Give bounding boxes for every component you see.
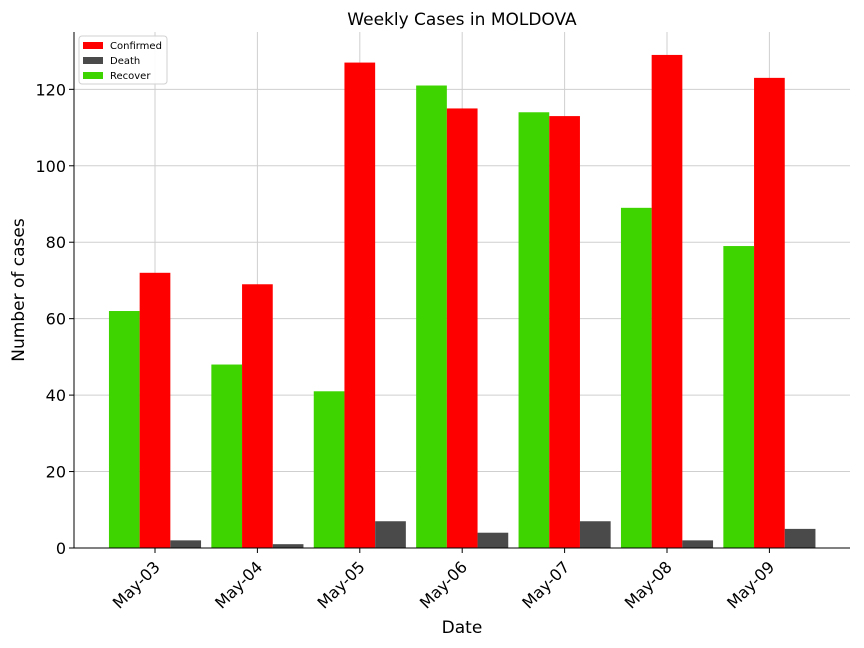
- legend-swatch-death: [83, 57, 103, 64]
- bar-confirmed-may-03: [139, 272, 171, 548]
- bar-recover-may-03: [108, 311, 140, 548]
- y-tick-label: 40: [46, 386, 66, 405]
- legend-swatch-confirmed: [83, 42, 103, 49]
- bar-death-may-08: [682, 540, 714, 548]
- y-tick-label: 20: [46, 463, 66, 482]
- legend-label-recover: Recover: [110, 71, 151, 82]
- bar-recover-may-07: [518, 112, 550, 549]
- bar-confirmed-may-07: [549, 116, 580, 548]
- bars: [108, 54, 816, 549]
- bar-death-may-06: [477, 532, 509, 548]
- y-axis-title: Number of cases: [9, 218, 29, 362]
- y-tick-label: 120: [35, 80, 66, 99]
- x-tick-label: May-08: [621, 557, 676, 612]
- bar-confirmed-may-05: [344, 62, 376, 548]
- bar-death-may-04: [272, 544, 304, 548]
- bar-confirmed-may-08: [651, 54, 683, 548]
- y-tick-label: 80: [46, 233, 66, 252]
- y-tick-label: 0: [56, 539, 66, 558]
- bar-recover-may-09: [723, 246, 755, 549]
- x-tick-label: May-03: [109, 557, 164, 612]
- legend-swatch-recover: [83, 72, 103, 79]
- x-tick-label: May-07: [518, 557, 573, 612]
- legend-label-confirmed: Confirmed: [110, 41, 162, 52]
- bar-death-may-07: [579, 521, 611, 548]
- x-tick-label: May-05: [314, 557, 369, 612]
- legend: Confirmed Death Recover: [78, 35, 168, 85]
- bar-death-may-05: [375, 521, 406, 548]
- bar-recover-may-04: [211, 364, 243, 548]
- x-axis-title: Date: [442, 618, 483, 638]
- bar-recover-may-05: [313, 391, 345, 548]
- legend-label-death: Death: [110, 56, 140, 67]
- chart-title: Weekly Cases in MOLDOVA: [347, 10, 577, 30]
- bar-death-may-03: [170, 540, 202, 548]
- y-tick-label: 60: [46, 310, 66, 329]
- bar-confirmed-may-09: [754, 77, 785, 548]
- bar-death-may-09: [784, 528, 816, 548]
- x-tick-label: May-09: [723, 557, 778, 612]
- bar-recover-may-08: [620, 207, 652, 549]
- y-tick-label: 100: [35, 157, 66, 176]
- bar-confirmed-may-06: [446, 108, 478, 548]
- x-tick-label: May-04: [211, 557, 266, 612]
- bar-confirmed-may-04: [242, 284, 273, 548]
- x-tick-label: May-06: [416, 557, 471, 612]
- bar-recover-may-06: [416, 85, 447, 548]
